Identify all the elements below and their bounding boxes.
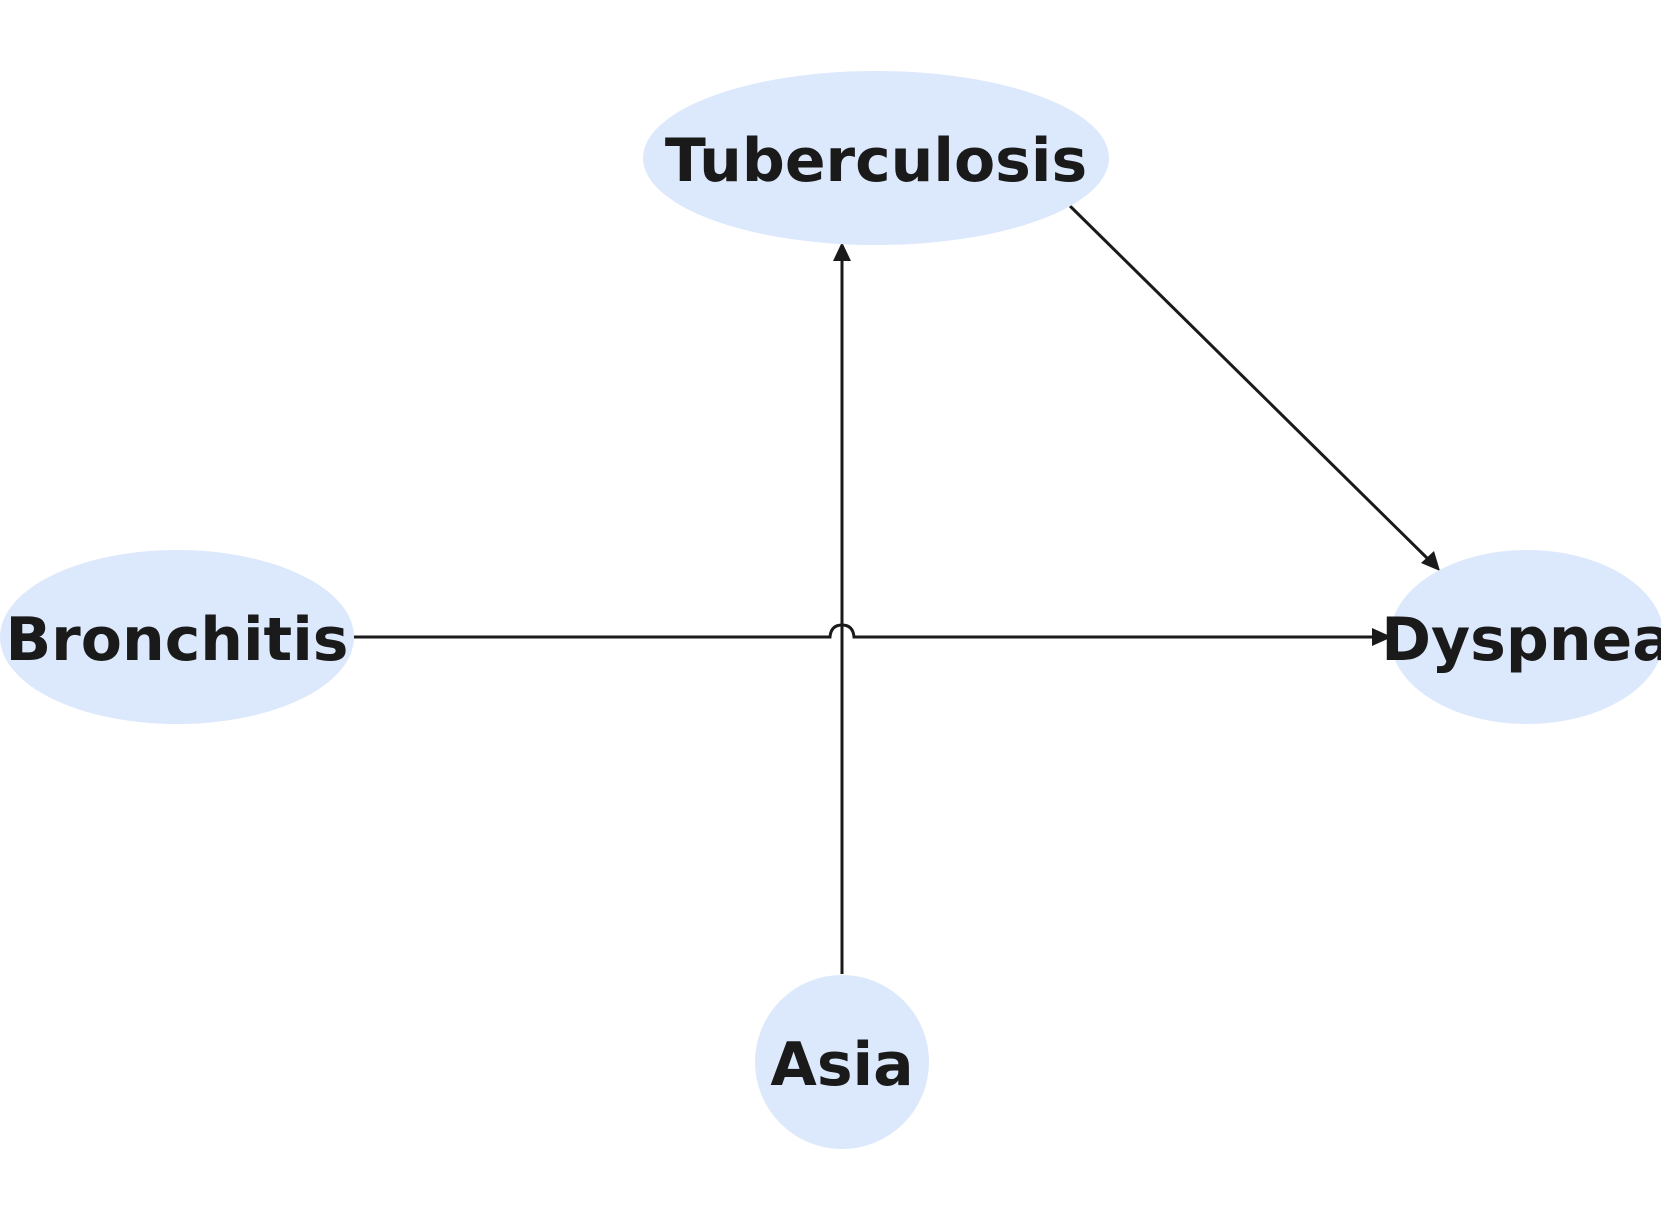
edges bbox=[354, 204, 1440, 974]
arrowhead bbox=[1372, 628, 1392, 646]
edge-bronchitis-to-dyspnea bbox=[354, 623, 1392, 646]
arrowhead bbox=[833, 242, 851, 261]
node-label-dyspnea: Dyspnea bbox=[1381, 605, 1661, 675]
nodes: Tuberculosis Bronchitis Dyspnea Asia bbox=[0, 71, 1661, 1149]
node-label-bronchitis: Bronchitis bbox=[5, 605, 348, 675]
node-label-tuberculosis: Tuberculosis bbox=[665, 126, 1087, 196]
node-dyspnea[interactable]: Dyspnea bbox=[1381, 550, 1661, 724]
node-bronchitis[interactable]: Bronchitis bbox=[0, 550, 354, 724]
node-label-asia: Asia bbox=[770, 1030, 913, 1100]
node-tuberculosis[interactable]: Tuberculosis bbox=[643, 71, 1109, 245]
node-asia[interactable]: Asia bbox=[755, 975, 929, 1149]
edge-tuberculosis-to-dyspnea bbox=[1068, 204, 1440, 571]
arrowhead bbox=[1421, 551, 1440, 571]
edge-asia-to-tuberculosis bbox=[833, 242, 851, 974]
